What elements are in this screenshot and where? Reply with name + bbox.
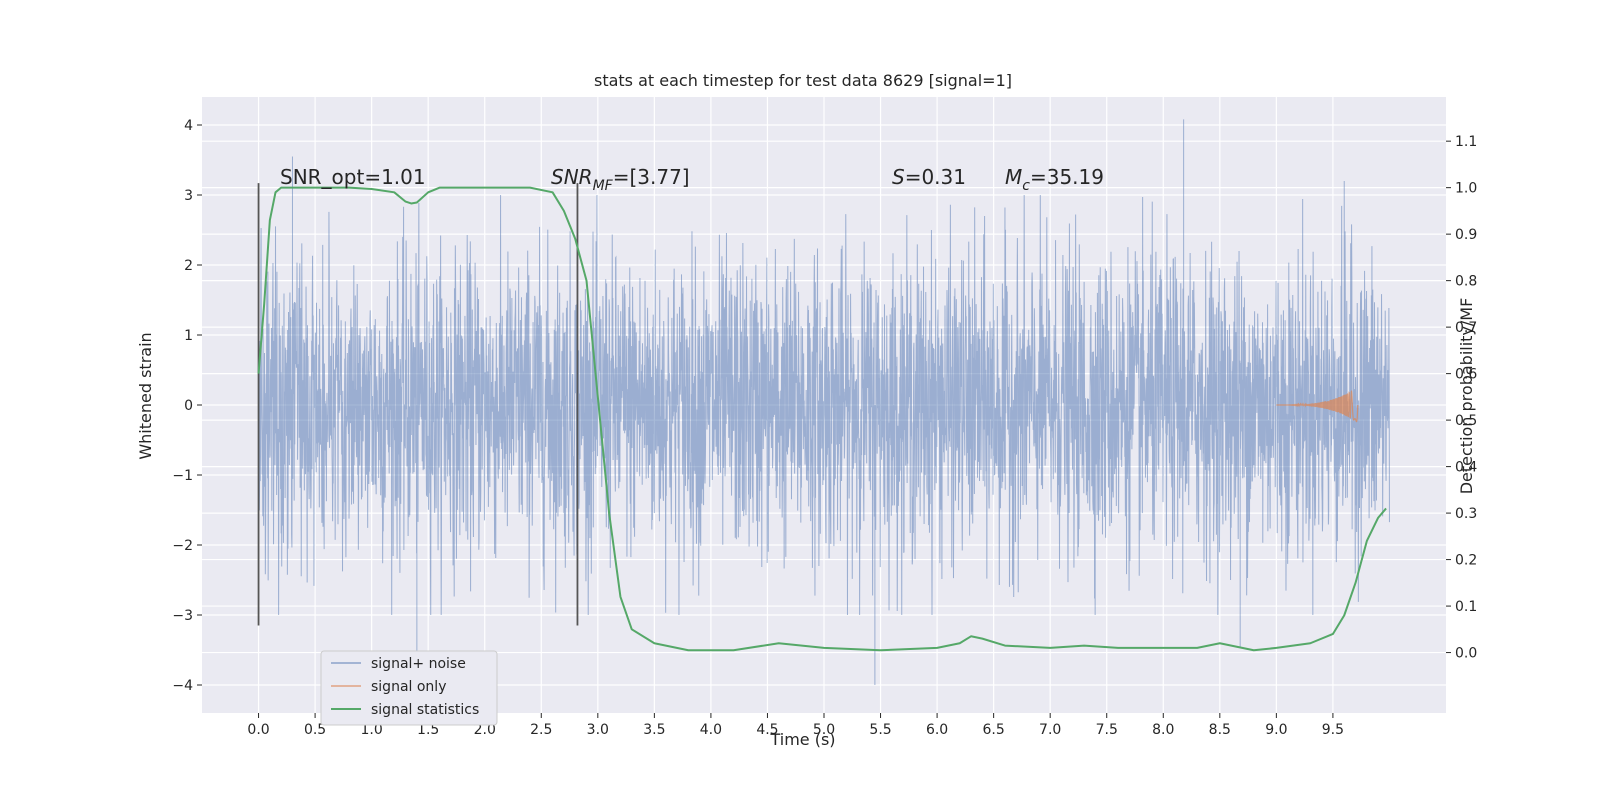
x-tick-label-12: 6.0 (926, 722, 948, 738)
legend: signal+ noise signal only signal statist… (320, 650, 498, 726)
x-tick-label-18: 9.0 (1265, 722, 1287, 738)
x-tick-label-0: 0.0 (247, 722, 269, 738)
y2-tick-label-9: 0.2 (1455, 553, 1477, 569)
y2-axis-ticks: 1.1 1.0 0.9 0.8 0.7 0.6 0.5 0.4 0.3 0.2 0.1 0.0 (1446, 134, 1477, 662)
x-tick-label-3: 1.5 (417, 722, 439, 738)
x-tick-label-16: 8.0 (1152, 722, 1174, 738)
y2-axis-label: Detection probability/MF (1457, 298, 1476, 495)
x-tick-label-8: 4.0 (700, 722, 722, 738)
annotation-snr-opt: SNR_opt=1.01 (280, 165, 426, 189)
y2-tick-label-2: 0.9 (1455, 227, 1477, 243)
x-tick-label-17: 8.5 (1209, 722, 1231, 738)
y2-tick-label-1: 1.0 (1455, 181, 1477, 197)
annotation-mc: Mc=35.19 (1005, 165, 1104, 194)
y2-tick-label-8: 0.3 (1455, 506, 1477, 522)
y2-tick-label-10: 0.1 (1455, 599, 1477, 615)
y2-tick-label-7: 0.4 (1455, 460, 1477, 476)
legend-label-noise: signal+ noise (371, 656, 466, 672)
x-tick-label-13: 6.5 (983, 722, 1005, 738)
y-tick-label-1: 3 (184, 188, 193, 204)
x-tick-label-19: 9.5 (1322, 722, 1344, 738)
y-tick-label-8: −4 (172, 678, 193, 694)
y2-tick-label-0: 1.1 (1455, 134, 1477, 150)
x-tick-label-10: 5.0 (813, 722, 835, 738)
x-tick-label-1: 0.5 (304, 722, 326, 738)
marker-lines (257, 183, 579, 626)
legend-label-signal: signal only (371, 679, 446, 695)
annotation-s: S=0.31 (892, 165, 966, 189)
y-tick-label-3: 1 (184, 328, 193, 344)
y-tick-label-4: 0 (184, 398, 193, 414)
series-signal-plus-noise (258, 119, 1390, 685)
x-tick-label-14: 7.0 (1039, 722, 1061, 738)
y2-tick-label-11: 0.0 (1455, 646, 1477, 662)
y2-tick-label-6: 0.5 (1455, 413, 1477, 429)
y-tick-label-6: −2 (172, 538, 193, 554)
series-signal-statistics (257, 186, 1387, 652)
y2-tick-label-3: 0.8 (1455, 274, 1477, 290)
x-tick-label-15: 7.5 (1096, 722, 1118, 738)
y-axis-ticks: 4 3 2 1 0 −1 −2 −3 −4 (172, 118, 202, 694)
x-tick-label-2: 1.0 (361, 722, 383, 738)
y-tick-label-0: 4 (184, 118, 193, 134)
y-axis-label: Whitened strain (136, 332, 155, 459)
y-tick-label-5: −1 (172, 468, 193, 484)
annotation-snr-mf: SNRMF=[3.77] (551, 165, 690, 194)
y2-tick-label-4: 0.7 (1455, 320, 1477, 336)
y-tick-label-2: 2 (184, 258, 193, 274)
x-tick-label-5: 2.5 (530, 722, 552, 738)
y-tick-label-7: −3 (172, 608, 193, 624)
series-signal-only (1276, 390, 1359, 423)
legend-label-stat: signal statistics (371, 702, 479, 718)
x-tick-label-11: 5.5 (869, 722, 891, 738)
y2-tick-label-5: 0.6 (1455, 367, 1477, 383)
x-tick-label-9: 4.5 (756, 722, 778, 738)
x-tick-label-7: 3.5 (643, 722, 665, 738)
chart-title: stats at each timestep for test data 862… (594, 71, 1012, 90)
x-axis-ticks: 0.0 0.5 1.0 1.5 2.0 2.5 3.0 3.5 4.0 4.5 5.0 5.5 6.0 6… (247, 713, 1344, 738)
x-tick-label-6: 3.0 (587, 722, 609, 738)
x-axis-label: Time (s) (769, 730, 835, 749)
x-tick-label-4: 2.0 (474, 722, 496, 738)
legend-box (320, 650, 498, 726)
